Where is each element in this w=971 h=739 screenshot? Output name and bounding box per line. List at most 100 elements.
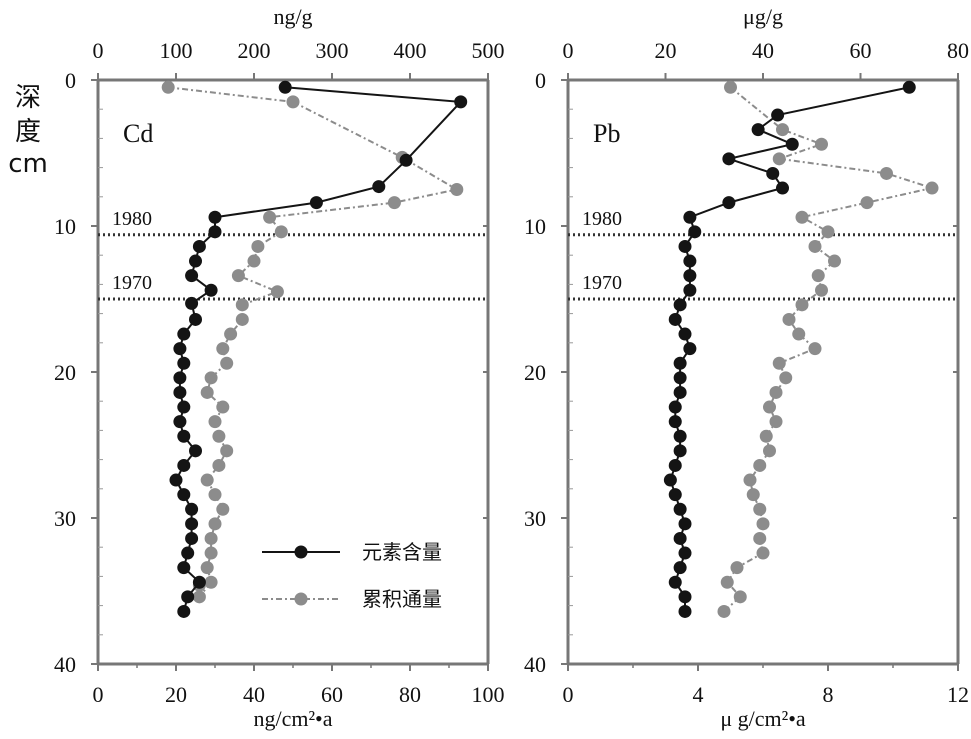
flux-data-point xyxy=(274,225,288,239)
bottom-tick-label: 100 xyxy=(472,682,505,707)
flux-data-point xyxy=(216,502,230,516)
flux-data-point xyxy=(208,517,222,531)
flux-data-point xyxy=(224,327,238,341)
flux-data-point xyxy=(772,152,786,166)
content-data-point xyxy=(177,561,191,575)
flux-data-point xyxy=(204,546,218,560)
content-data-point xyxy=(177,356,191,370)
content-data-point xyxy=(185,517,199,531)
depth-tick-label: 10 xyxy=(54,214,76,239)
top-axis-label: μg/g xyxy=(743,4,783,29)
top-tick-label: 400 xyxy=(394,38,427,63)
content-data-point xyxy=(673,356,687,370)
content-data-point xyxy=(678,239,692,253)
top-tick-label: 60 xyxy=(850,38,872,63)
content-data-point xyxy=(177,327,191,341)
pb-panel: 0 20 40 60 80 0 4 8 12 0 10 20 30 40 μg/g μ g/cm²•a Pb 19… xyxy=(524,4,969,731)
flux-data-point xyxy=(860,196,874,210)
content-data-point xyxy=(673,385,687,399)
content-data-point xyxy=(185,531,199,545)
legend-flux-marker xyxy=(294,592,308,606)
flux-data-point xyxy=(247,254,261,268)
content-data-point xyxy=(668,312,682,326)
flux-data-point xyxy=(733,590,747,604)
top-axis-label: ng/g xyxy=(273,4,312,29)
flux-data-point xyxy=(880,166,893,180)
flux-data-point xyxy=(772,356,786,370)
flux-series-line xyxy=(723,86,936,613)
flux-data-point xyxy=(216,400,230,414)
content-data-point xyxy=(678,590,692,604)
flux-data-point xyxy=(828,254,841,268)
content-data-point xyxy=(177,429,191,443)
content-data-point xyxy=(673,531,687,545)
content-data-point xyxy=(673,298,687,312)
content-data-point xyxy=(683,342,697,356)
legend-flux-label: 累积通量 xyxy=(362,587,442,611)
flux-data-point xyxy=(200,385,214,399)
content-data-point xyxy=(673,502,687,516)
flux-data-point xyxy=(759,429,773,443)
flux-data-point xyxy=(763,444,776,458)
flux-data-point xyxy=(212,458,226,472)
bottom-tick-label: 40 xyxy=(243,682,265,707)
flux-data-point xyxy=(220,444,234,458)
depth-tick-label: 40 xyxy=(54,652,76,677)
flux-data-point xyxy=(204,531,218,545)
flux-data-point xyxy=(192,590,206,604)
content-data-point xyxy=(683,283,697,297)
year-marker-label: 1980 xyxy=(112,208,152,230)
flux-data-point xyxy=(161,80,175,94)
flux-data-point xyxy=(450,183,464,196)
flux-data-point xyxy=(730,561,744,575)
flux-data-point xyxy=(795,210,809,224)
content-data-point xyxy=(192,239,206,253)
content-data-point xyxy=(278,80,292,94)
flux-data-point xyxy=(821,225,835,239)
content-data-point xyxy=(722,152,736,166)
flux-data-point xyxy=(782,312,796,326)
content-data-point xyxy=(185,296,199,310)
flux-data-point xyxy=(779,371,793,385)
flux-data-point xyxy=(756,546,770,560)
content-data-point xyxy=(309,196,323,210)
content-data-point xyxy=(771,108,785,122)
flux-data-point xyxy=(251,239,265,253)
top-tick-label: 100 xyxy=(160,38,193,63)
content-data-point xyxy=(208,210,222,224)
flux-data-point xyxy=(753,458,767,472)
flux-data-point xyxy=(743,473,757,487)
content-data-point xyxy=(189,254,202,268)
flux-data-point xyxy=(286,95,300,109)
content-data-point xyxy=(668,400,682,414)
content-data-point xyxy=(177,458,191,472)
top-tick-label: 20 xyxy=(655,38,677,63)
bottom-tick-label: 60 xyxy=(321,682,343,707)
depth-label-char-1: 深 xyxy=(15,83,41,113)
content-data-point xyxy=(177,488,191,502)
flux-data-point xyxy=(769,385,783,399)
bottom-tick-label: 12 xyxy=(947,682,969,707)
content-data-point xyxy=(454,95,468,109)
bottom-axis-label: μ g/cm²•a xyxy=(720,706,806,731)
flux-data-point xyxy=(746,488,760,502)
flux-data-point xyxy=(387,196,401,210)
top-tick-label: 200 xyxy=(238,38,271,63)
content-data-point xyxy=(673,371,687,385)
content-data-point xyxy=(668,575,682,589)
flux-data-point xyxy=(216,342,230,356)
flux-data-point xyxy=(795,298,809,312)
legend: 元素含量 累积通量 xyxy=(262,540,442,611)
flux-data-point xyxy=(763,400,776,414)
top-tick-label: 40 xyxy=(752,38,774,63)
flux-data-point xyxy=(212,429,226,443)
content-data-point xyxy=(173,342,187,356)
flux-data-point xyxy=(200,473,214,487)
content-data-point xyxy=(673,561,687,575)
legend-content-label: 元素含量 xyxy=(362,540,442,564)
content-data-point xyxy=(192,575,206,589)
content-data-point xyxy=(683,210,697,224)
flux-data-point xyxy=(717,604,731,618)
